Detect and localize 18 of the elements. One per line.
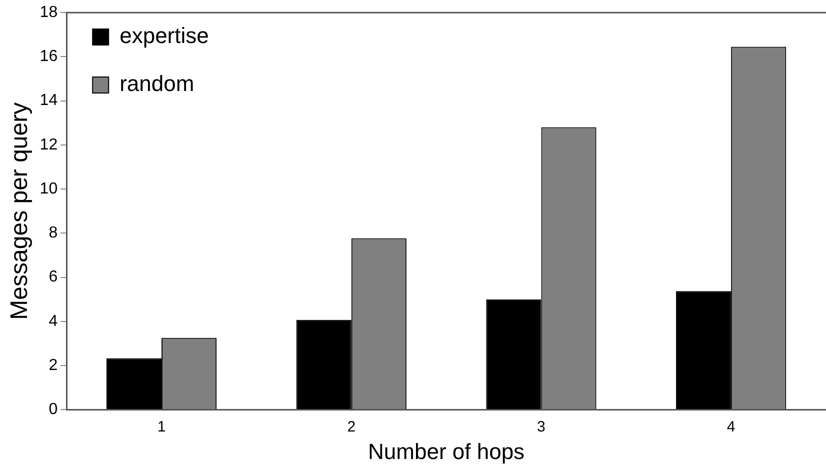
x-tick-label: 2 — [347, 418, 356, 436]
y-tick-label: 2 — [48, 356, 58, 374]
y-tick-label: 18 — [40, 4, 58, 22]
y-tick-label: 4 — [48, 312, 58, 330]
y-tick-label: 10 — [40, 180, 58, 198]
x-axis-title: Number of hops — [368, 438, 525, 464]
legend-label: random — [120, 71, 194, 96]
y-tick-label: 12 — [40, 136, 58, 154]
x-tick-label: 1 — [157, 418, 166, 436]
x-tick-label: 3 — [537, 418, 546, 436]
y-tick-label: 6 — [48, 268, 58, 286]
y-axis-title: Messages per query — [6, 102, 34, 320]
y-tick-label: 14 — [40, 92, 58, 110]
y-tick-label: 0 — [48, 401, 58, 418]
x-tick-label: 4 — [726, 418, 736, 436]
legend-label: expertise — [120, 23, 209, 48]
y-tick-label: 8 — [48, 224, 58, 242]
y-tick-label: 16 — [40, 48, 58, 66]
